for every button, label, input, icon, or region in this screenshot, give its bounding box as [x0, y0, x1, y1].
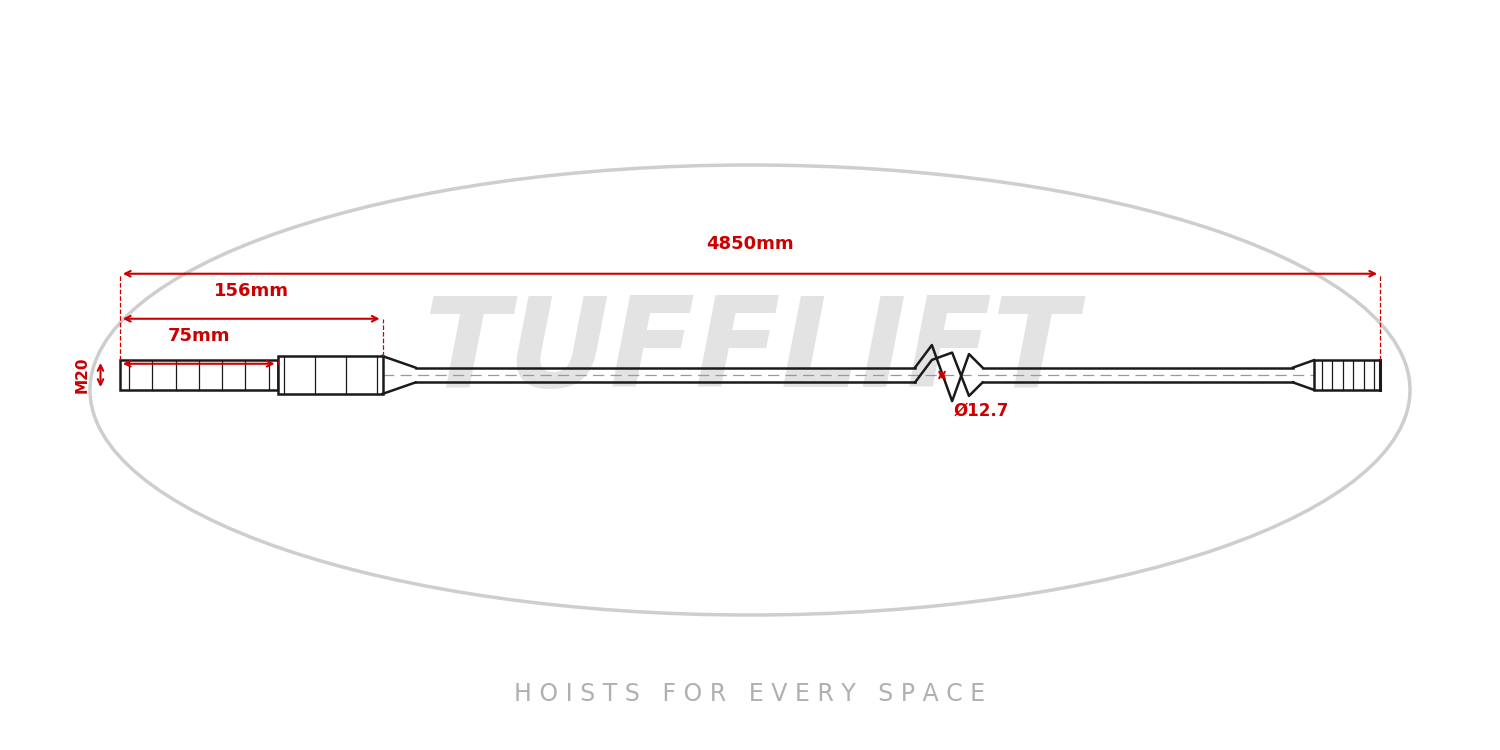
Text: H O I S T S   F O R   E V E R Y   S P A C E: H O I S T S F O R E V E R Y S P A C E — [514, 682, 986, 706]
Text: Ø12.7: Ø12.7 — [954, 401, 1010, 419]
Bar — [278, 356, 382, 394]
Text: 4850mm: 4850mm — [706, 235, 794, 253]
Text: 156mm: 156mm — [214, 282, 288, 300]
Bar — [120, 360, 278, 390]
Text: M20: M20 — [75, 357, 90, 393]
Text: TUFFLIFT: TUFFLIFT — [423, 292, 1077, 413]
Text: 75mm: 75mm — [168, 327, 230, 345]
Bar — [1314, 360, 1380, 390]
